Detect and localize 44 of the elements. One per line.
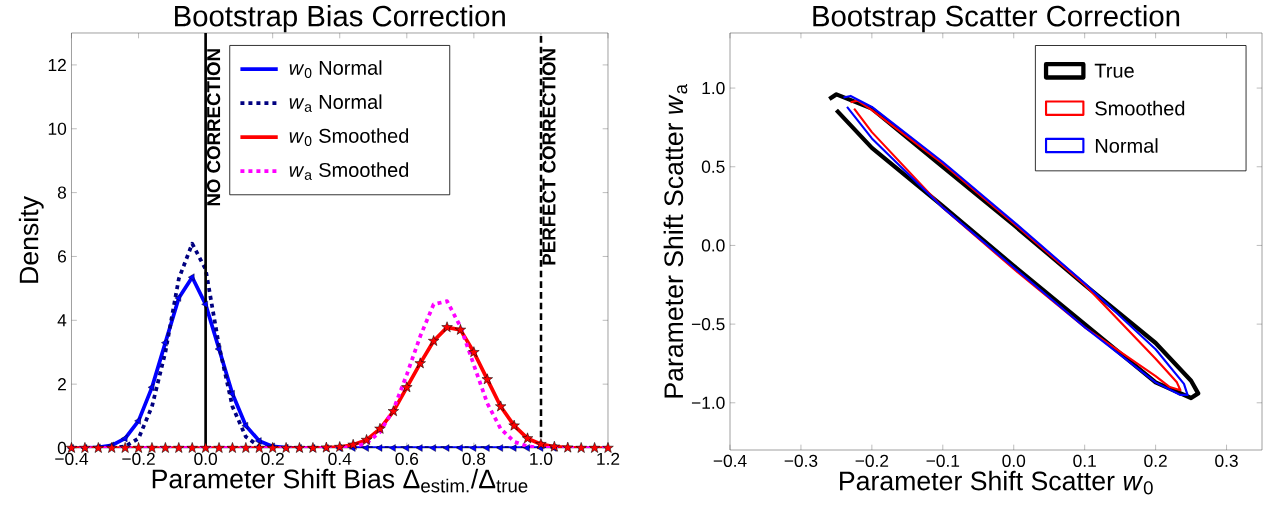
x-tick-label: −0.2 — [855, 454, 889, 467]
y-tick-label: 0.5 — [701, 160, 725, 173]
y-tick-label: 2 — [58, 378, 66, 391]
y-tick-label: 0.0 — [701, 239, 725, 252]
x-tick-label: −0.2 — [122, 452, 155, 465]
y-tick-label: 4 — [57, 314, 67, 327]
x-tick-label: 1.0 — [530, 452, 553, 465]
x-axis-title: Parameter Shift Scatter w$_{0}$ — [840, 470, 1153, 495]
x-tick-label: 1.2 — [597, 452, 620, 465]
x-tick-label: 0.6 — [395, 452, 419, 465]
x-tick-label: 0.2 — [261, 452, 284, 465]
ref-line-label: NO CORRECTION — [207, 49, 221, 206]
chart-title: Bootstrap Bias Correction — [175, 4, 505, 33]
y-axis-title: Parameter Shift Scatter w$_{a}$ — [663, 84, 688, 398]
x-tick-label: −0.3 — [784, 454, 818, 467]
x-tick-label: 0.3 — [1215, 454, 1238, 467]
legend-label: w$_{0}$ Normal — [289, 60, 382, 79]
x-tick-label: −0.4 — [713, 454, 747, 467]
y-tick-label: 6 — [58, 250, 67, 263]
x-tick-label: 0.2 — [1144, 454, 1167, 467]
y-tick-label: 1.0 — [702, 81, 725, 95]
legend-label: w$_{0}$ Smoothed — [289, 128, 409, 147]
legend-label: w$_{a}$ Normal — [289, 94, 382, 112]
legend-label: Normal — [1095, 138, 1158, 153]
legend-label: w$_{a}$ Smoothed — [289, 162, 409, 180]
x-tick-label: 0.4 — [328, 452, 352, 465]
y-tick-label: −1.0 — [691, 396, 725, 409]
y-tick-label: 10 — [48, 122, 67, 135]
ref-line-label: PERFECT CORRECTION — [542, 49, 556, 265]
legend-label: True — [1094, 63, 1134, 78]
x-tick-label: 0.8 — [462, 452, 486, 465]
x-tick-label: 0.1 — [1073, 454, 1096, 467]
x-axis-title: Parameter Shift Bias Δ$_{estim.}$/Δ$_{true}$ — [152, 468, 528, 493]
x-tick-label: 0.0 — [1002, 454, 1026, 467]
x-tick-label: 0.0 — [194, 452, 217, 465]
x-tick-label: −0.4 — [55, 452, 89, 465]
x-tick-label: −0.1 — [926, 454, 960, 467]
y-tick-label: −0.5 — [691, 317, 725, 331]
y-tick-label: 0 — [57, 441, 67, 455]
legend-label: Smoothed — [1095, 100, 1185, 116]
chart-title: Bootstrap Scatter Correction — [813, 4, 1180, 33]
y-tick-label: 8 — [57, 186, 67, 199]
y-axis-title: Density — [18, 196, 44, 283]
y-tick-label: 12 — [48, 58, 66, 71]
